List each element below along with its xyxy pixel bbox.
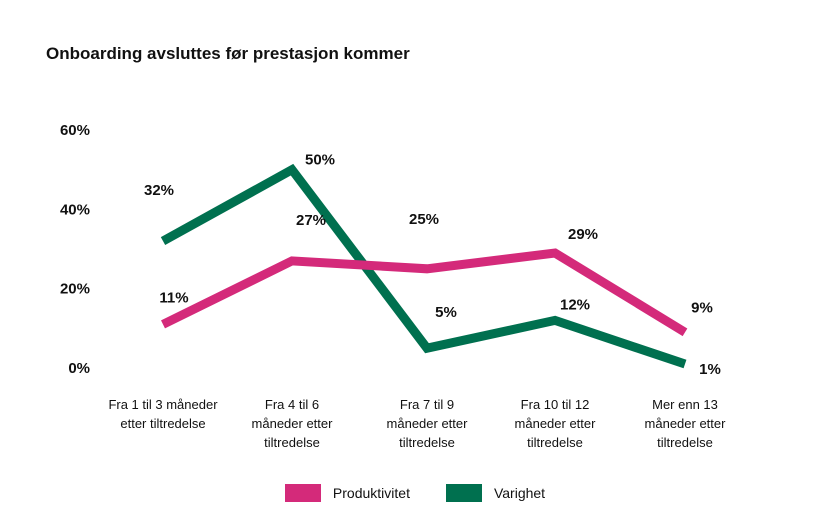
data-label-varighet: 1% (699, 361, 721, 378)
y-tick-label: 20% (60, 281, 90, 298)
legend-item-varighet: Varighet (445, 484, 546, 502)
series-lines (160, 163, 688, 369)
y-tick-label: 60% (60, 122, 90, 139)
x-tick-label: Mer enn 13 måneder etter tiltredelse (645, 397, 727, 450)
data-label-produktivitet: 25% (409, 211, 439, 228)
y-tick-label: 0% (68, 360, 90, 377)
legend-item-produktivitet: Produktivitet (284, 484, 410, 502)
data-label-varighet: 5% (435, 304, 457, 321)
data-labels: 11% 27% 25% 29% 9% 32% 50% 5% 12% 1% (144, 152, 721, 378)
x-tick-label: Fra 1 til 3 måneder etter tiltredelse (108, 397, 218, 431)
data-label-varighet: 32% (144, 182, 174, 199)
x-tick-label: Fra 10 til 12 måneder etter tiltredelse (515, 397, 597, 450)
data-label-produktivitet: 9% (691, 299, 713, 316)
data-label-produktivitet: 29% (568, 226, 598, 243)
y-axis: 0% 20% 40% 60% (60, 122, 90, 377)
legend-label-varighet: Varighet (493, 485, 546, 501)
legend-swatch-produktivitet (284, 484, 321, 502)
series-line-varighet (160, 163, 687, 369)
y-tick-label: 40% (60, 201, 90, 218)
data-label-produktivitet: 11% (159, 289, 188, 306)
legend-swatch-varighet (445, 484, 482, 502)
x-axis: Fra 1 til 3 måneder etter tiltredelse Fra … (108, 397, 726, 450)
x-tick-label: Fra 4 til 6 måneder etter tiltredelse (252, 397, 334, 450)
legend-label-produktivitet: Produktivitet (332, 485, 410, 501)
data-label-produktivitet: 27% (296, 212, 326, 229)
chart-title: Onboarding avsluttes før prestasjon komm… (46, 44, 410, 63)
data-label-varighet: 50% (305, 152, 335, 169)
series-line-produktivitet (161, 248, 688, 337)
legend: Produktivitet Varighet (0, 484, 830, 502)
data-label-varighet: 12% (560, 296, 590, 313)
x-tick-label: Fra 7 til 9 måneder etter tiltredelse (387, 397, 469, 450)
